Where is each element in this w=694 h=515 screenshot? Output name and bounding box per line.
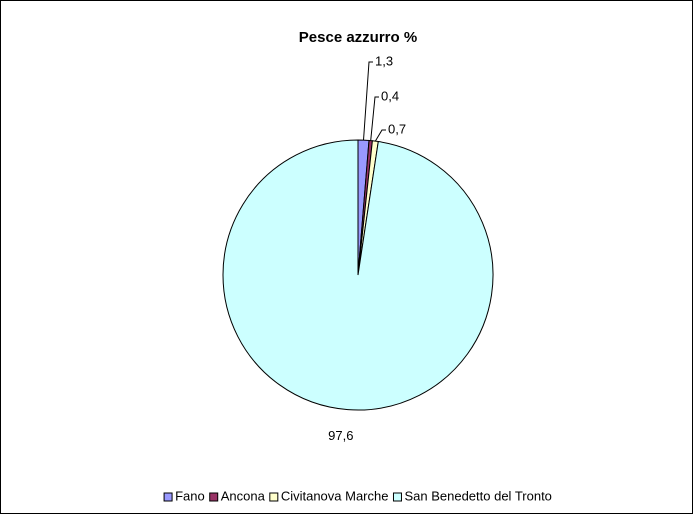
legend-label: Civitanova Marche: [281, 488, 389, 503]
pie-slice: [222, 139, 494, 411]
legend-swatch: [209, 492, 219, 502]
legend-swatch: [392, 492, 402, 502]
data-label: 1,3: [375, 53, 393, 68]
data-label: 0,4: [381, 88, 399, 103]
leader-line: [363, 61, 373, 141]
legend-label: San Benedetto del Tronto: [404, 488, 551, 503]
chart-title: Pesce azzurro %: [299, 29, 417, 46]
legend-swatch: [269, 492, 279, 502]
leader-line: [374, 129, 386, 142]
leader-line: [370, 96, 379, 141]
legend-label: Fano: [175, 488, 205, 503]
data-label: 0,7: [388, 121, 406, 136]
legend-label: Ancona: [221, 488, 266, 503]
legend-swatch: [163, 492, 173, 502]
data-label: 97,6: [328, 428, 353, 443]
